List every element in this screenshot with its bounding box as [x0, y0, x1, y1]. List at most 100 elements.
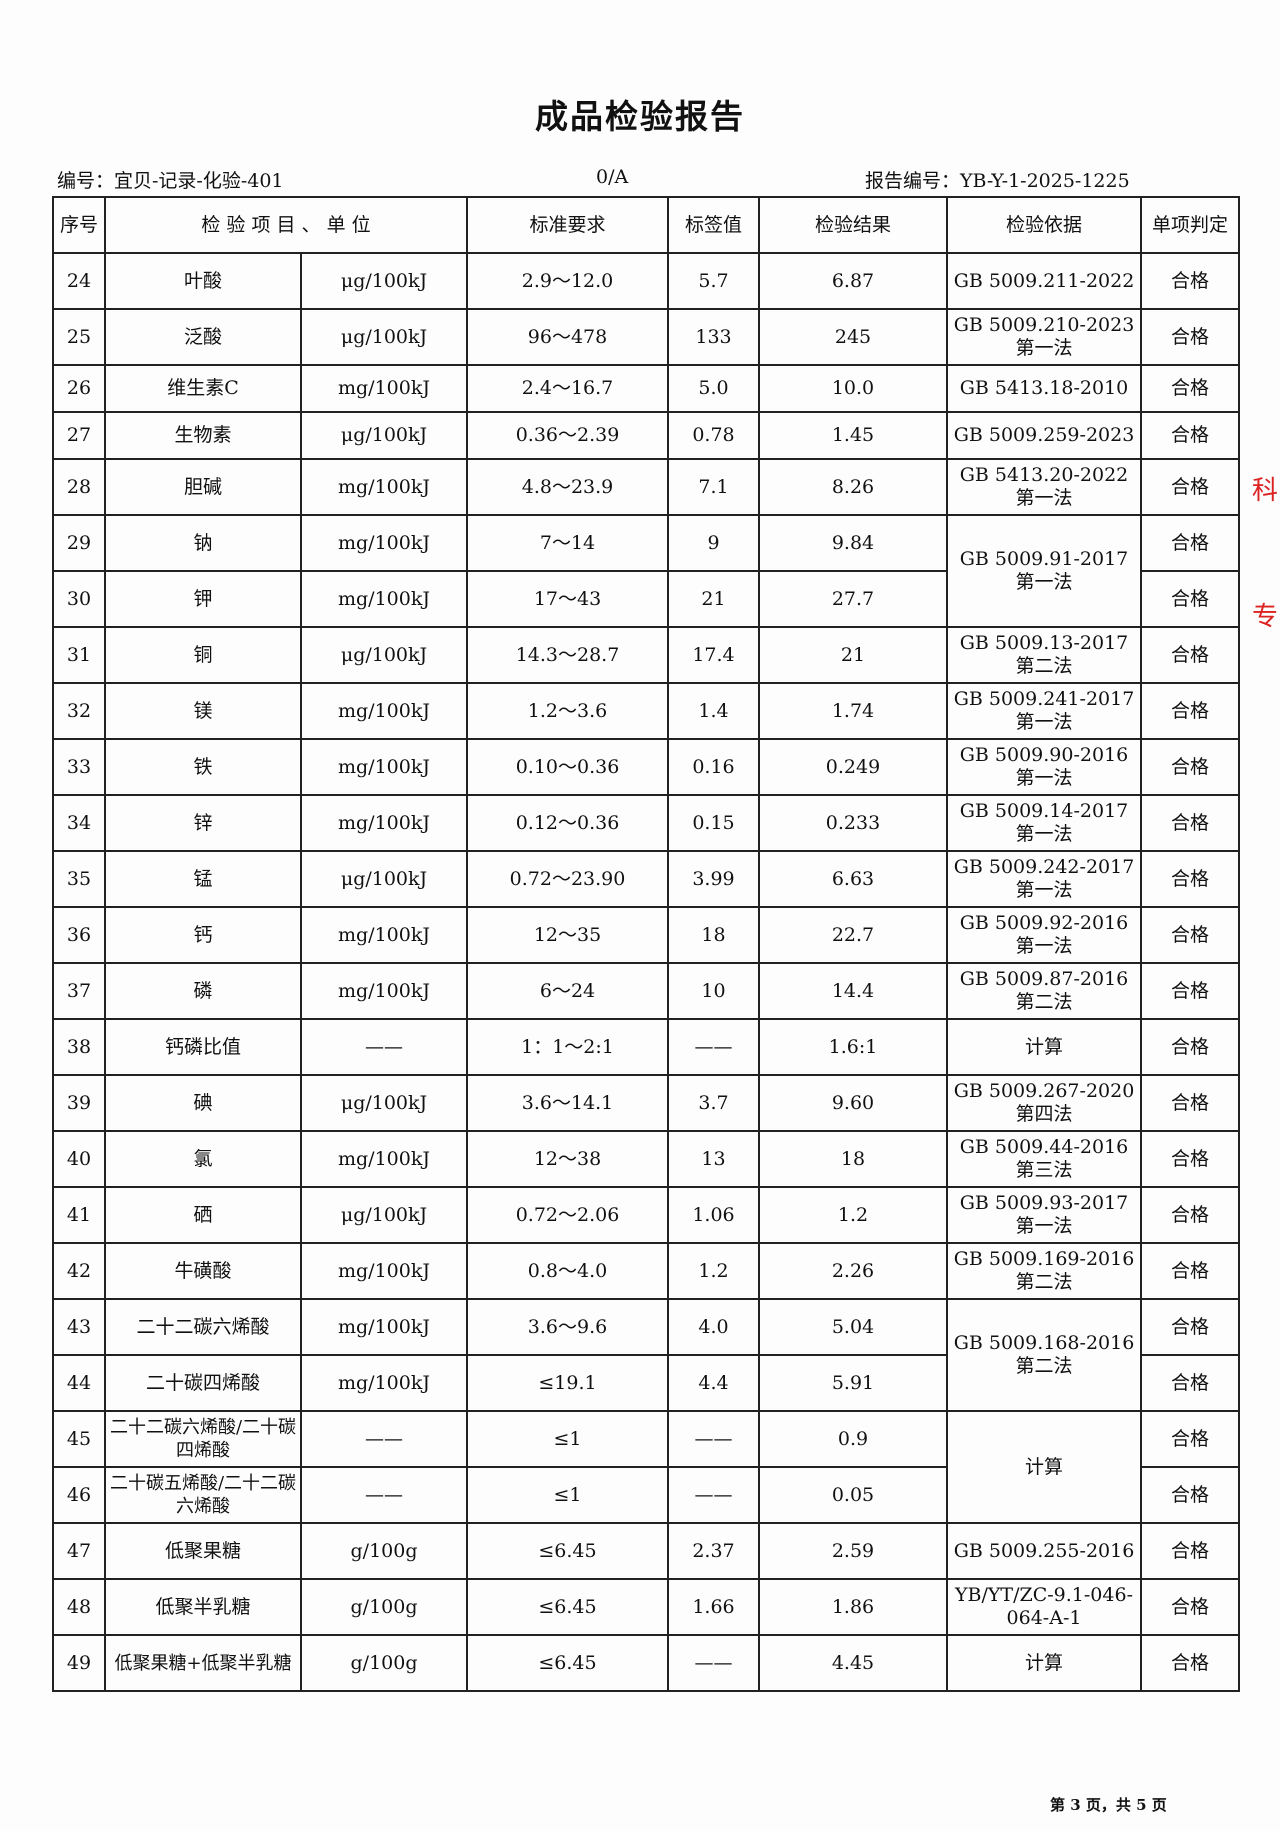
table-row: 43 二十二碳六烯酸 mg/100kJ 3.6～9.6 4.0 5.04 GB 5009.1…	[52, 1298, 1240, 1412]
test-result: 0.9	[758, 1410, 948, 1468]
row-number: 47	[52, 1522, 106, 1580]
label-value: 1.66	[667, 1578, 760, 1636]
verdict: 合格	[1140, 962, 1240, 1020]
row-number: 42	[52, 1242, 106, 1300]
item-name: 低聚果糖+低聚半乳糖	[104, 1634, 302, 1692]
label-value: 0.78	[667, 411, 760, 460]
table-row: 30 钾 mg/100kJ 17～43 21 27.7 合格	[52, 570, 1240, 628]
item-name: 锰	[104, 850, 302, 908]
test-basis: GB 5009.242-2017 第一法	[946, 850, 1142, 908]
test-basis: GB 5009.267-2020 第四法	[946, 1074, 1142, 1132]
standard-requirement: 6～24	[466, 962, 669, 1020]
table-row: 44 二十碳四烯酸 mg/100kJ ≤19.1 4.4 5.91 合格	[52, 1354, 1240, 1412]
test-result: 6.63	[758, 850, 948, 908]
verdict: 合格	[1140, 411, 1240, 460]
standard-requirement: 2.9～12.0	[466, 252, 669, 310]
table-row: 31 铜 μg/100kJ 14.3～28.7 17.4 21 GB 5009.13-201…	[52, 626, 1240, 684]
test-basis: GB 5009.255-2016	[946, 1522, 1142, 1580]
standard-requirement: ≤1	[466, 1466, 669, 1524]
unit: μg/100kJ	[300, 1074, 468, 1132]
table-row: 38 钙磷比值 —— 1：1～2:1 —— 1.6:1 计算 合格	[52, 1018, 1240, 1076]
unit: mg/100kJ	[300, 962, 468, 1020]
unit: mg/100kJ	[300, 794, 468, 852]
verdict: 合格	[1140, 1634, 1240, 1692]
table-row: 42 牛磺酸 mg/100kJ 0.8～4.0 1.2 2.26 GB 5009.169-2…	[52, 1242, 1240, 1300]
verdict: 合格	[1140, 1186, 1240, 1244]
test-basis: GB 5009.169-2016 第二法	[946, 1242, 1142, 1300]
unit: μg/100kJ	[300, 1186, 468, 1244]
label-value: 0.16	[667, 738, 760, 796]
table-row: 48 低聚半乳糖 g/100g ≤6.45 1.66 1.86 YB/YT/ZC-9.1-0…	[52, 1578, 1240, 1636]
label-value: 4.0	[667, 1298, 760, 1356]
test-result: 14.4	[758, 962, 948, 1020]
unit: g/100g	[300, 1522, 468, 1580]
test-basis: GB 5413.20-2022 第一法	[946, 458, 1142, 516]
verdict: 合格	[1140, 252, 1240, 310]
unit: ——	[300, 1466, 468, 1524]
label-value: ——	[667, 1466, 760, 1524]
unit: mg/100kJ	[300, 1354, 468, 1412]
label-value: 7.1	[667, 458, 760, 516]
col-no: 序号	[52, 196, 106, 254]
table-row: 49 低聚果糖+低聚半乳糖 g/100g ≤6.45 —— 4.45 计算 合格	[52, 1634, 1240, 1692]
item-name: 铁	[104, 738, 302, 796]
label-value: 4.4	[667, 1354, 760, 1412]
test-result: 1.86	[758, 1578, 948, 1636]
table-row: 28 胆碱 mg/100kJ 4.8～23.9 7.1 8.26 GB 5413.20-20…	[52, 458, 1240, 516]
test-basis: GB 5009.91-2017 第一法	[946, 514, 1142, 628]
standard-requirement: 0.72～23.90	[466, 850, 669, 908]
verdict: 合格	[1140, 570, 1240, 628]
table-header: 序号 检 验 项 目 、 单 位 标准要求 标签值 检验结果 检验依据 单项判定	[52, 196, 1240, 254]
row-number: 48	[52, 1578, 106, 1636]
row-number: 29	[52, 514, 106, 572]
row-number: 26	[52, 364, 106, 413]
item-name: 钙	[104, 906, 302, 964]
item-name: 氯	[104, 1130, 302, 1188]
row-number: 38	[52, 1018, 106, 1076]
table-row: 46 二十碳五烯酸/二十二碳六烯酸 —— ≤1 —— 0.05 合格	[52, 1466, 1240, 1524]
col-label-value: 标签值	[667, 196, 760, 254]
label-value: 133	[667, 308, 760, 366]
label-value: 1.4	[667, 682, 760, 740]
label-value: 21	[667, 570, 760, 628]
table-row: 35 锰 μg/100kJ 0.72～23.90 3.99 6.63 GB 5009.242…	[52, 850, 1240, 908]
table-row: 40 氯 mg/100kJ 12～38 13 18 GB 5009.44-2016 第三法合…	[52, 1130, 1240, 1188]
col-item-unit: 检 验 项 目 、 单 位	[104, 196, 468, 254]
table-row: 39 碘 μg/100kJ 3.6～14.1 3.7 9.60 GB 5009.267-20…	[52, 1074, 1240, 1132]
test-result: 2.26	[758, 1242, 948, 1300]
standard-requirement: 0.12～0.36	[466, 794, 669, 852]
test-result: 0.249	[758, 738, 948, 796]
standard-requirement: ≤6.45	[466, 1578, 669, 1636]
standard-requirement: 3.6～14.1	[466, 1074, 669, 1132]
test-basis: GB 5009.90-2016 第一法	[946, 738, 1142, 796]
standard-requirement: 12～38	[466, 1130, 669, 1188]
row-number: 46	[52, 1466, 106, 1524]
test-result: 1.45	[758, 411, 948, 460]
unit: mg/100kJ	[300, 1130, 468, 1188]
standard-requirement: 0.8～4.0	[466, 1242, 669, 1300]
label-value: ——	[667, 1410, 760, 1468]
verdict: 合格	[1140, 682, 1240, 740]
verdict: 合格	[1140, 364, 1240, 413]
label-value: 5.0	[667, 364, 760, 413]
col-verdict: 单项判定	[1140, 196, 1240, 254]
row-number: 24	[52, 252, 106, 310]
standard-requirement: 3.6～9.6	[466, 1298, 669, 1356]
label-value: 17.4	[667, 626, 760, 684]
table-row: 37 磷 mg/100kJ 6～24 10 14.4 GB 5009.87-2016 第二法…	[52, 962, 1240, 1020]
row-number: 49	[52, 1634, 106, 1692]
row-number: 44	[52, 1354, 106, 1412]
test-result: 22.7	[758, 906, 948, 964]
row-number: 41	[52, 1186, 106, 1244]
item-name: 胆碱	[104, 458, 302, 516]
test-basis: GB 5009.168-2016 第二法	[946, 1298, 1142, 1412]
item-name: 二十碳四烯酸	[104, 1354, 302, 1412]
test-result: 6.87	[758, 252, 948, 310]
unit: mg/100kJ	[300, 514, 468, 572]
margin-mark: 科	[1251, 476, 1278, 506]
standard-requirement: 0.10～0.36	[466, 738, 669, 796]
verdict: 合格	[1140, 738, 1240, 796]
test-result: 0.233	[758, 794, 948, 852]
test-result: 21	[758, 626, 948, 684]
table-row: 41 硒 μg/100kJ 0.72～2.06 1.06 1.2 GB 5009.93-20…	[52, 1186, 1240, 1244]
